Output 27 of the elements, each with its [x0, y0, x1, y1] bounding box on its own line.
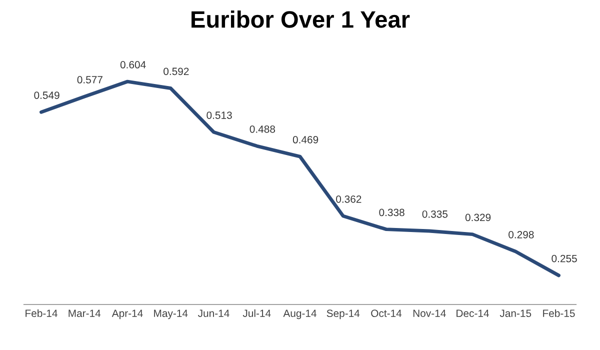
x-tick-label: Nov-14 — [413, 310, 446, 318]
x-tick-label: Mar-14 — [68, 310, 101, 318]
x-tick-label: May-14 — [154, 310, 188, 320]
data-label: 0.469 — [292, 136, 318, 144]
data-label: 0.488 — [250, 125, 276, 133]
data-label: 0.255 — [552, 254, 577, 262]
x-tick-label: Dec-14 — [456, 310, 489, 318]
x-tick-label: Aug-14 — [283, 310, 316, 320]
data-label: 0.604 — [120, 61, 146, 68]
chart-title: Euribor Over 1 Year — [192, 10, 410, 28]
x-tick-label: Apr-14 — [112, 310, 143, 320]
data-label: 0.298 — [508, 230, 534, 238]
x-tick-label: Jul-14 — [242, 309, 271, 318]
data-label: 0.577 — [77, 76, 102, 84]
data-label: 0.338 — [379, 208, 404, 216]
x-tick-label: Sep-14 — [326, 310, 360, 320]
data-label: 0.513 — [206, 112, 232, 119]
x-tick-label: Feb-14 — [26, 309, 58, 318]
data-label: 0.549 — [34, 92, 60, 99]
x-tick-label: Feb-15 — [543, 309, 575, 318]
x-tick-label: Jan-15 — [500, 310, 532, 318]
data-label: 0.362 — [336, 195, 362, 203]
x-tick-label: Jun-14 — [198, 310, 230, 318]
x-tick-label: Oct-14 — [371, 310, 402, 318]
data-label: 0.329 — [465, 214, 491, 222]
data-label: 0.592 — [164, 68, 189, 76]
data-label: 0.335 — [422, 210, 448, 218]
